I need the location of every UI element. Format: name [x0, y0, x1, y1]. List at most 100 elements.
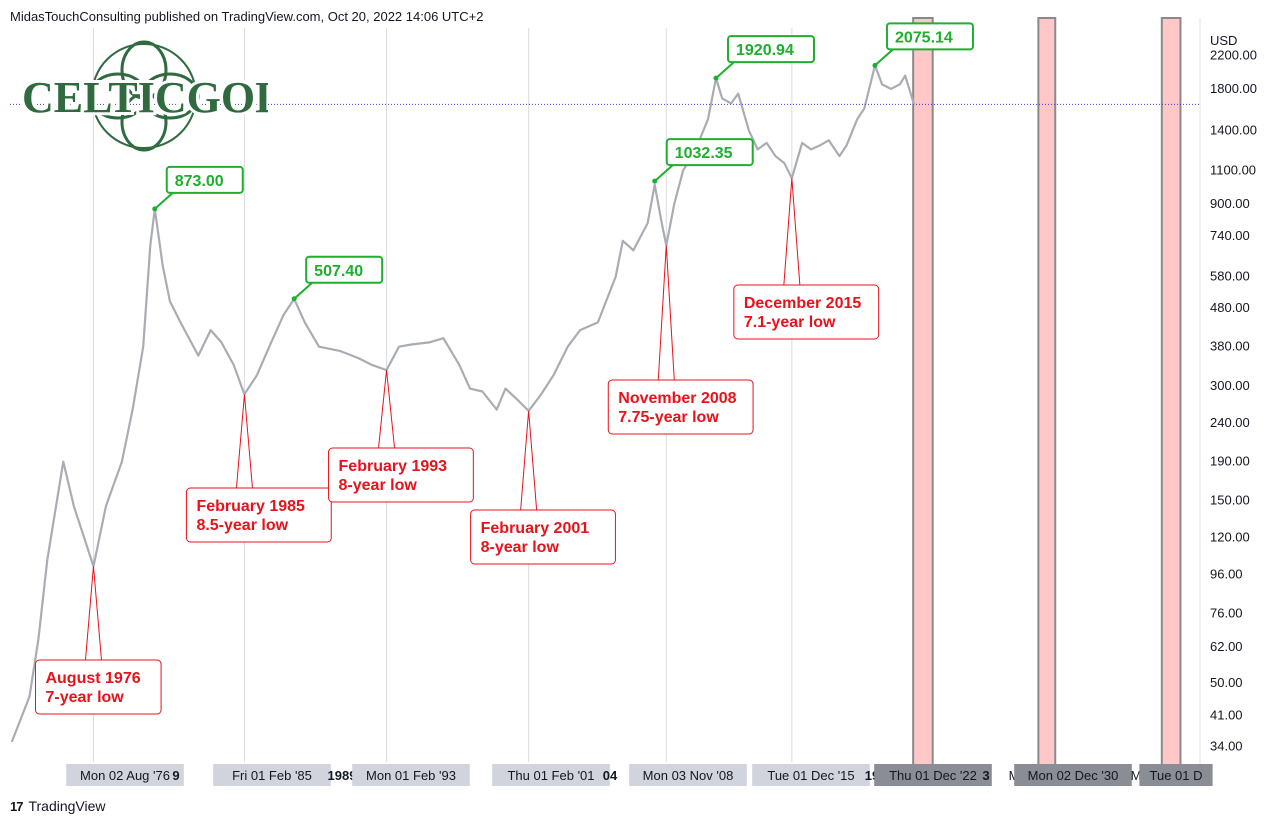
x-axis-label: Thu 01 Feb '01: [507, 768, 594, 783]
peak-callout-box: [165, 165, 244, 194]
publisher-header: MidasTouchConsulting published on Tradin…: [10, 9, 484, 24]
y-tick-label: 34.00: [1210, 739, 1243, 754]
low-pointer: [783, 178, 801, 286]
price-line: [10, 64, 916, 743]
peak-connector: [654, 164, 674, 182]
x-axis-label: Fri 01 Feb '85: [232, 768, 312, 783]
cycle-band: [912, 17, 934, 775]
x-axis-label: Mon 01 Feb '93: [366, 768, 456, 783]
y-tick-label: 120.00: [1210, 530, 1250, 545]
peak-label: 873.00: [175, 173, 224, 190]
y-tick-label: 190.00: [1210, 454, 1250, 469]
cycle-band: [1160, 17, 1182, 775]
low-label-cycle: 7.1-year low: [744, 314, 836, 331]
x-axis-label: 1989: [328, 768, 357, 783]
cycle-band: [1037, 17, 1057, 775]
footer: 17 TradingView: [10, 798, 106, 814]
x-axis-label: Tue 01 Dec '15: [767, 768, 854, 783]
low-label-date: February 1993: [339, 458, 448, 475]
low-callout-box: [733, 284, 880, 340]
peak-marker: [652, 178, 658, 184]
peak-label: 507.40: [314, 263, 363, 280]
low-label-cycle: 8-year low: [339, 477, 418, 494]
peak-connector: [874, 48, 894, 67]
y-tick-label: 240.00: [1210, 415, 1250, 430]
y-tick-label: 96.00: [1210, 567, 1243, 582]
celticgold-logo: CELTICGOLD: [18, 40, 319, 152]
peak-callout-box: [727, 35, 816, 64]
peak-callout-box: [665, 138, 754, 167]
x-axis-label: Tue 01 D: [1150, 768, 1203, 783]
low-pointer: [657, 245, 675, 381]
peak-connector: [154, 192, 174, 210]
low-callout-box: [185, 487, 332, 543]
peak-label: 2075.14: [895, 29, 953, 46]
x-axis-label: M: [1009, 768, 1020, 783]
y-axis-currency: USD: [1210, 33, 1237, 48]
y-tick-label: 50.00: [1210, 675, 1243, 690]
x-axis-label: M: [1131, 768, 1142, 783]
low-label-cycle: 7-year low: [45, 689, 124, 706]
y-tick-label: 900.00: [1210, 196, 1250, 211]
x-axis-label: 04: [603, 768, 618, 783]
x-axis-label: 3: [982, 768, 989, 783]
x-axis-label: Mon 02 Dec '30: [1028, 768, 1119, 783]
peak-marker: [291, 296, 297, 302]
peak-connector: [293, 282, 313, 300]
low-callout-box: [328, 447, 474, 503]
x-axis-label-bg: [752, 764, 870, 786]
x-axis-label-bg: [213, 764, 331, 786]
low-pointer: [520, 410, 538, 511]
x-axis-label-bg: [352, 764, 470, 786]
tradingview-logo-icon: 17: [10, 798, 24, 814]
y-tick-label: 150.00: [1210, 493, 1250, 508]
low-callout-box: [34, 659, 162, 715]
low-callout-box: [470, 509, 616, 565]
y-tick-label: 1100.00: [1210, 163, 1256, 178]
y-tick-label: 1800.00: [1210, 81, 1257, 96]
x-axis-label: 9: [172, 768, 179, 783]
x-axis-label-bg: [492, 764, 610, 786]
peak-marker: [872, 62, 878, 68]
low-label-date: November 2008: [618, 390, 736, 407]
low-pointer: [377, 370, 396, 449]
peak-callout-box: [885, 22, 974, 51]
x-axis-label-bg: [66, 764, 184, 786]
peak-marker: [152, 206, 158, 212]
low-label-date: February 2001: [481, 520, 590, 537]
y-tick-label: 380.00: [1210, 339, 1250, 354]
y-tick-label: 1400.00: [1210, 123, 1257, 138]
x-axis-label: Mon 03 Nov '08: [643, 768, 734, 783]
peak-label: 1920.94: [736, 42, 794, 59]
x-axis-label-bg: [874, 764, 992, 786]
peak-label: 1032.35: [675, 145, 733, 162]
y-tick-label: 76.00: [1210, 605, 1243, 620]
y-tick-label: 2200.00: [1210, 48, 1257, 63]
low-label-cycle: 8.5-year low: [196, 517, 288, 534]
x-axis-label-bg: [1139, 764, 1213, 786]
low-pointer: [235, 394, 253, 489]
logo-text: CELTICGOLD: [22, 73, 268, 122]
footer-text: TradingView: [28, 798, 106, 814]
peak-callout-box: [305, 255, 384, 284]
x-axis-label-bg: [629, 764, 747, 786]
x-axis-label: Mon 02 Aug '76: [80, 768, 170, 783]
y-tick-label: 580.00: [1210, 269, 1250, 284]
peak-connector: [715, 61, 735, 79]
y-tick-label: 480.00: [1210, 300, 1250, 315]
low-label-cycle: 8-year low: [481, 539, 560, 556]
low-pointer: [84, 566, 103, 661]
low-callout-box: [607, 379, 754, 435]
price-series-layer: [10, 64, 1200, 743]
y-tick-label: 62.00: [1210, 639, 1243, 654]
x-axis-label-bg: [1014, 764, 1132, 786]
y-tick-label: 41.00: [1210, 708, 1243, 723]
peak-marker: [713, 75, 719, 81]
y-tick-label: 300.00: [1210, 378, 1250, 393]
annotation-layer: 873.00 507.40 1032.35 1920.94 2075.14 August …: [34, 22, 974, 715]
y-tick-label: 740.00: [1210, 228, 1250, 243]
cycle-band-layer: [912, 17, 1182, 775]
